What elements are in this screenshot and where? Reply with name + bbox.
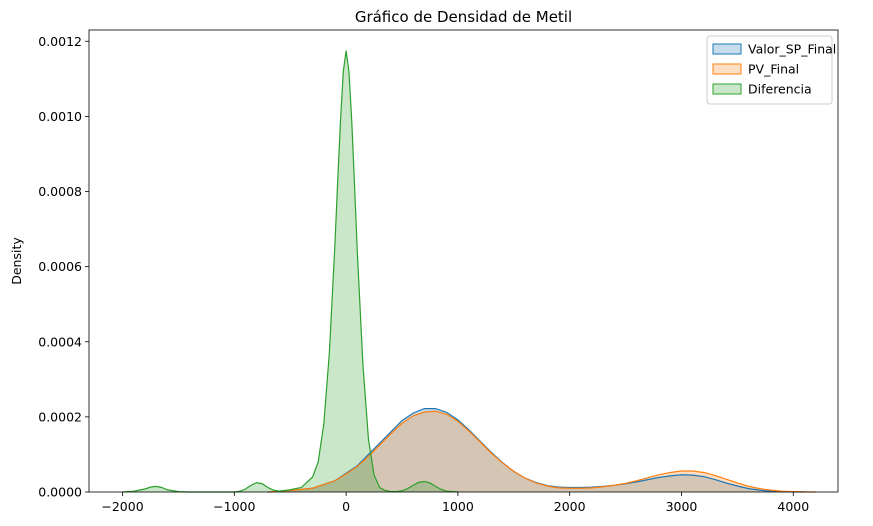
y-tick-label: 0.0000 [38, 485, 82, 500]
y-tick-label: 0.0012 [38, 34, 82, 49]
x-axis-ticks: −2000 −1000 0 1000 2000 3000 4000 [101, 492, 809, 514]
legend: Valor_SP_Final PV_Final Diferencia [706, 35, 836, 105]
x-tick-label: −2000 [101, 499, 143, 514]
legend-label-1: PV_Final [748, 62, 799, 77]
legend-swatch-1 [712, 63, 742, 75]
legend-label-0: Valor_SP_Final [748, 42, 836, 57]
series-lines [122, 50, 816, 493]
x-tick-label: 1000 [442, 499, 474, 514]
y-tick-label: 0.0004 [38, 334, 82, 349]
x-tick-label: 2000 [554, 499, 586, 514]
legend-box [706, 35, 833, 105]
x-tick-label: 3000 [666, 499, 698, 514]
series-line-1 [267, 410, 816, 493]
x-tick-label: 4000 [777, 499, 809, 514]
legend-swatch-2 [712, 83, 742, 95]
x-tick-label: −1000 [213, 499, 255, 514]
plot-frame [88, 29, 839, 493]
y-axis-ticks: 0.0000 0.0002 0.0004 0.0006 0.0008 0.0010 0.00… [38, 34, 89, 500]
series-areas [122, 50, 816, 492]
y-axis-label: Density [9, 237, 24, 285]
chart-title: Gráfico de Densidad de Metil [355, 8, 572, 26]
legend-swatch-0 [712, 43, 742, 55]
y-tick-label: 0.0006 [38, 259, 82, 274]
y-tick-label: 0.0010 [38, 109, 82, 124]
y-tick-label: 0.0008 [38, 184, 82, 199]
series-area-0 [267, 408, 805, 492]
y-tick-label: 0.0002 [38, 409, 82, 424]
legend-label-2: Diferencia [748, 82, 812, 97]
x-tick-label: 0 [342, 499, 350, 514]
